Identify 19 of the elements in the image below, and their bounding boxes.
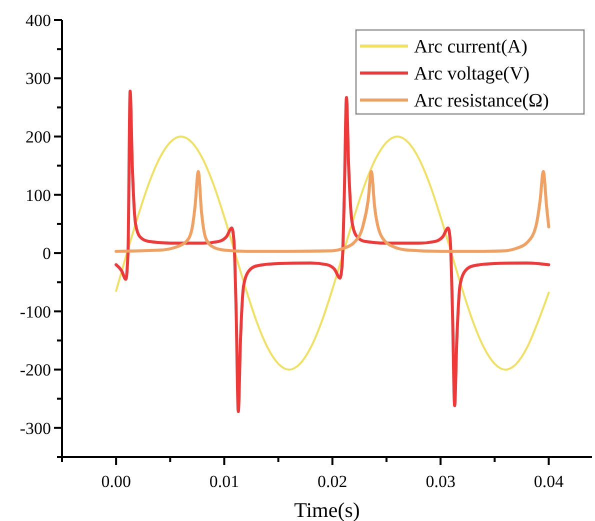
y-tick-label: -100 <box>20 302 51 322</box>
line-series <box>115 136 550 371</box>
y-tick-label: 400 <box>26 10 51 30</box>
legend-label: Arc resistance(Ω) <box>414 90 549 112</box>
y-tick-label: 0 <box>42 244 51 264</box>
line-series <box>114 90 550 414</box>
legend-label: Arc voltage(V) <box>414 64 530 85</box>
x-tick-label: 0.02 <box>318 472 348 491</box>
y-tick-label: 300 <box>26 69 51 88</box>
x-tick-label: 0.00 <box>101 472 131 491</box>
y-tick-label: -300 <box>20 418 51 438</box>
y-tick-label: -200 <box>20 360 51 380</box>
x-tick-label: 0.03 <box>426 472 456 491</box>
x-tick-label: 0.04 <box>534 472 564 491</box>
x-tick-label: 0.01 <box>209 472 240 491</box>
y-tick-label: 200 <box>26 127 51 146</box>
line-series <box>114 170 550 253</box>
y-tick-label: 100 <box>26 186 51 205</box>
legend-label: Arc current(A) <box>414 36 528 58</box>
